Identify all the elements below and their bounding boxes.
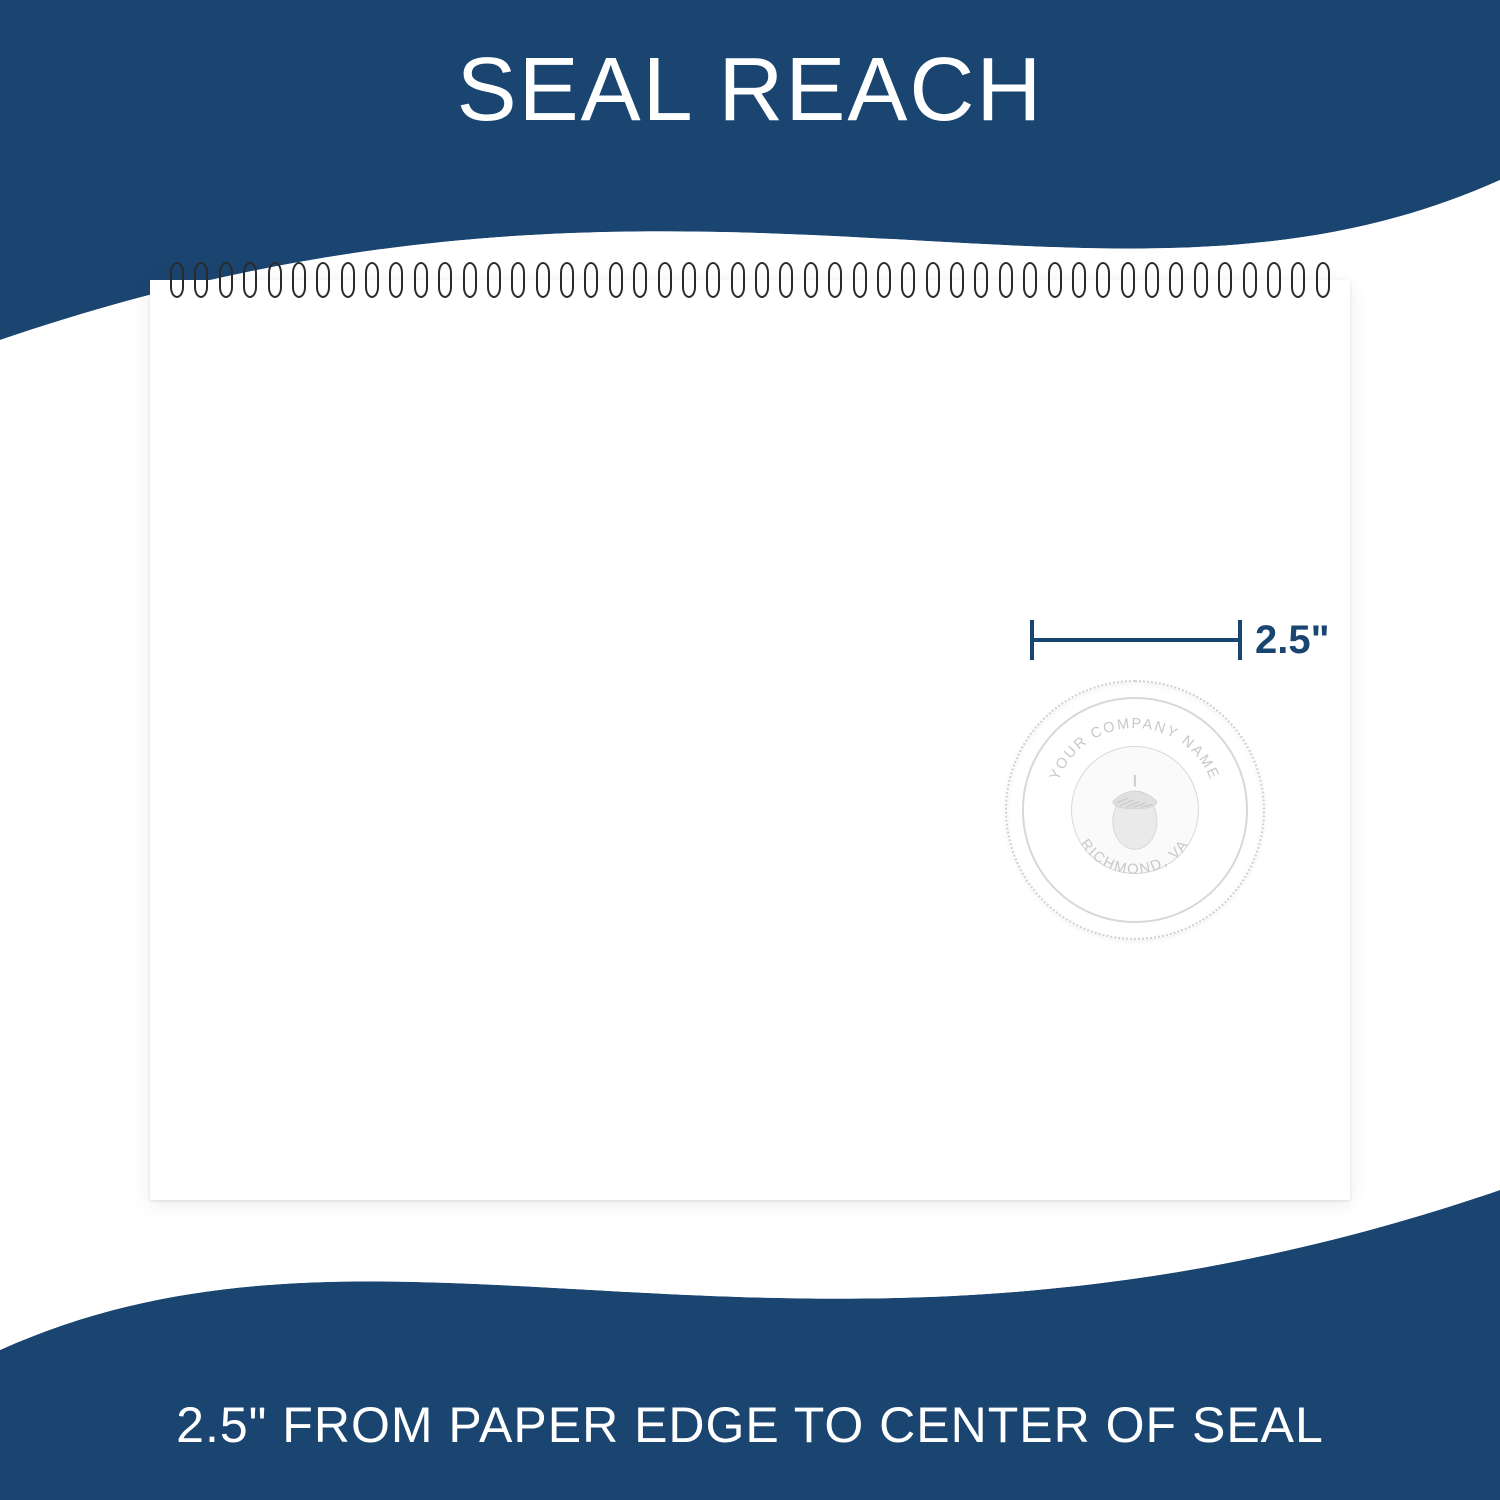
- spiral-ring: [1194, 262, 1208, 298]
- footer-text: 2.5" FROM PAPER EDGE TO CENTER OF SEAL: [176, 1396, 1324, 1454]
- spiral-ring: [316, 262, 330, 298]
- spiral-ring: [1023, 262, 1037, 298]
- spiral-ring: [438, 262, 452, 298]
- spiral-ring: [1169, 262, 1183, 298]
- spiral-ring: [853, 262, 867, 298]
- spiral-ring: [292, 262, 306, 298]
- spiral-ring: [487, 262, 501, 298]
- spiral-ring: [536, 262, 550, 298]
- spiral-ring: [1267, 262, 1281, 298]
- measurement-indicator: 2.5": [1030, 610, 1350, 670]
- acorn-icon: [1097, 766, 1173, 854]
- spiral-ring: [170, 262, 184, 298]
- spiral-ring: [243, 262, 257, 298]
- spiral-ring: [365, 262, 379, 298]
- spiral-ring: [877, 262, 891, 298]
- spiral-binding: [170, 262, 1330, 298]
- embossed-seal: YOUR COMPANY NAME RICHMOND, VA: [1005, 680, 1265, 940]
- page-title: SEAL REACH: [457, 39, 1044, 142]
- measure-label: 2.5": [1255, 618, 1330, 663]
- spiral-ring: [1316, 262, 1330, 298]
- spiral-ring: [463, 262, 477, 298]
- spiral-ring: [731, 262, 745, 298]
- spiral-ring: [341, 262, 355, 298]
- spiral-ring: [1218, 262, 1232, 298]
- spiral-ring: [950, 262, 964, 298]
- spiral-ring: [828, 262, 842, 298]
- seal-outer-ring: YOUR COMPANY NAME RICHMOND, VA: [1005, 680, 1265, 940]
- spiral-ring: [414, 262, 428, 298]
- spiral-ring: [194, 262, 208, 298]
- spiral-ring: [755, 262, 769, 298]
- seal-text-ring: YOUR COMPANY NAME RICHMOND, VA: [1022, 697, 1247, 922]
- spiral-ring: [999, 262, 1013, 298]
- spiral-ring: [658, 262, 672, 298]
- spiral-ring: [926, 262, 940, 298]
- spiral-ring: [1048, 262, 1062, 298]
- spiral-ring: [804, 262, 818, 298]
- spiral-ring: [1096, 262, 1110, 298]
- spiral-ring: [1121, 262, 1135, 298]
- spiral-ring: [1291, 262, 1305, 298]
- spiral-ring: [268, 262, 282, 298]
- spiral-ring: [682, 262, 696, 298]
- spiral-ring: [706, 262, 720, 298]
- spiral-ring: [560, 262, 574, 298]
- spiral-ring: [1243, 262, 1257, 298]
- paper-sheet: 2.5" YOUR COMPANY NAME RICHMOND, VA: [150, 280, 1350, 1200]
- spiral-ring: [219, 262, 233, 298]
- spiral-ring: [633, 262, 647, 298]
- spiral-ring: [609, 262, 623, 298]
- spiral-ring: [1072, 262, 1086, 298]
- spiral-ring: [974, 262, 988, 298]
- spiral-ring: [1145, 262, 1159, 298]
- measure-cap-right: [1238, 620, 1242, 660]
- spiral-ring: [901, 262, 915, 298]
- measure-line: [1030, 638, 1240, 642]
- spiral-ring: [584, 262, 598, 298]
- spiral-ring: [389, 262, 403, 298]
- spiral-ring: [779, 262, 793, 298]
- spiral-ring: [511, 262, 525, 298]
